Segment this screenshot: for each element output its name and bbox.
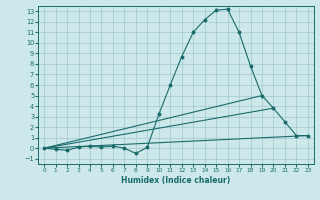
X-axis label: Humidex (Indice chaleur): Humidex (Indice chaleur) bbox=[121, 176, 231, 185]
